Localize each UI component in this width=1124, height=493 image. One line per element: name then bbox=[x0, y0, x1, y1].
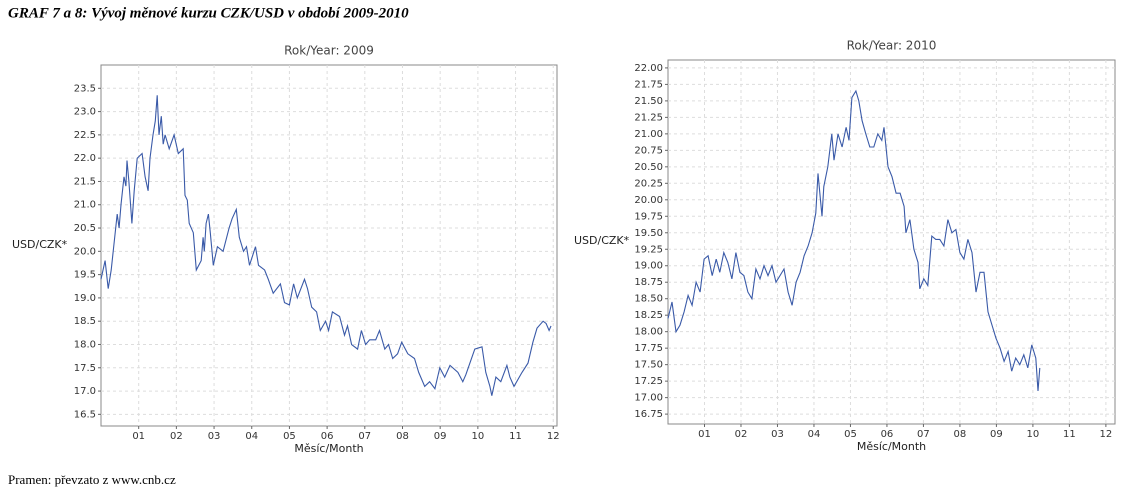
y-tick-label: 19.00 bbox=[634, 261, 663, 272]
y-tick-label: 22.0 bbox=[74, 153, 96, 164]
x-tick-label: 12 bbox=[1100, 429, 1113, 440]
x-tick-label: 09 bbox=[990, 429, 1003, 440]
y-tick-label: 21.25 bbox=[634, 112, 663, 123]
x-tick-label: 06 bbox=[321, 431, 334, 442]
chart-title: Rok/Year: 2009 bbox=[284, 44, 374, 58]
chart-title: Rok/Year: 2010 bbox=[847, 39, 937, 53]
y-tick-label: 17.75 bbox=[634, 343, 663, 354]
y-tick-label: 17.0 bbox=[74, 386, 96, 397]
x-tick-label: 08 bbox=[396, 431, 409, 442]
y-tick-label: 19.25 bbox=[634, 244, 663, 255]
y-tick-label: 17.5 bbox=[74, 363, 96, 374]
plot-area bbox=[667, 59, 1116, 425]
y-tick-label: 18.25 bbox=[634, 310, 663, 321]
x-tick-label: 06 bbox=[881, 429, 894, 440]
y-tick-label: 20.00 bbox=[634, 195, 663, 206]
data-line bbox=[667, 89, 1041, 392]
y-tick-label: 19.5 bbox=[74, 270, 96, 281]
y-tick-label: 16.5 bbox=[74, 409, 96, 420]
x-tick-label: 12 bbox=[547, 431, 560, 442]
y-tick-label: 18.5 bbox=[74, 316, 96, 327]
y-tick-label: 21.50 bbox=[634, 96, 663, 107]
y-tick-label: 22.5 bbox=[74, 130, 96, 141]
y-tick-label: 20.50 bbox=[634, 162, 663, 173]
y-tick-label: 20.5 bbox=[74, 223, 96, 234]
y-tick-label: 20.75 bbox=[634, 145, 663, 156]
y-tick-label: 21.5 bbox=[74, 176, 96, 187]
y-tick-label: 19.0 bbox=[74, 293, 96, 304]
source-note: Pramen: převzato z www.cnb.cz bbox=[8, 472, 176, 487]
y-tick-label: 18.75 bbox=[634, 277, 663, 288]
x-tick-label: 10 bbox=[1027, 429, 1040, 440]
y-tick-label: 21.00 bbox=[634, 129, 663, 140]
y-tick-label: 18.0 bbox=[74, 339, 96, 350]
x-tick-label: 05 bbox=[283, 431, 296, 442]
x-tick-label: 03 bbox=[771, 429, 784, 440]
x-axis-label: Měsíc/Month bbox=[857, 440, 926, 453]
y-tick-label: 22.00 bbox=[634, 63, 663, 74]
y-axis-label: USD/CZK* bbox=[574, 234, 630, 247]
y-tick-label: 23.0 bbox=[74, 107, 96, 118]
y-tick-label: 17.00 bbox=[634, 393, 663, 404]
y-tick-label: 20.0 bbox=[74, 246, 96, 257]
y-tick-label: 16.75 bbox=[634, 409, 663, 420]
x-tick-label: 04 bbox=[245, 431, 258, 442]
x-tick-label: 03 bbox=[208, 431, 221, 442]
x-tick-label: 10 bbox=[471, 431, 484, 442]
y-tick-label: 23.5 bbox=[74, 83, 96, 94]
y-tick-label: 17.50 bbox=[634, 360, 663, 371]
x-tick-label: 11 bbox=[1063, 429, 1076, 440]
x-axis-label: Měsíc/Month bbox=[294, 442, 363, 455]
x-tick-label: 02 bbox=[735, 429, 748, 440]
x-tick-label: 02 bbox=[170, 431, 183, 442]
x-tick-label: 05 bbox=[844, 429, 857, 440]
x-tick-label: 09 bbox=[434, 431, 447, 442]
y-tick-label: 20.25 bbox=[634, 178, 663, 189]
y-tick-label: 18.00 bbox=[634, 327, 663, 338]
y-tick-label: 18.50 bbox=[634, 294, 663, 305]
x-tick-label: 04 bbox=[808, 429, 821, 440]
plot-area bbox=[100, 64, 558, 427]
x-tick-label: 11 bbox=[509, 431, 522, 442]
y-tick-label: 19.50 bbox=[634, 228, 663, 239]
y-tick-label: 19.75 bbox=[634, 211, 663, 222]
x-tick-label: 08 bbox=[954, 429, 967, 440]
y-tick-label: 21.75 bbox=[634, 79, 663, 90]
y-tick-label: 21.0 bbox=[74, 200, 96, 211]
page-title: GRAF 7 a 8: Vývoj měnové kurzu CZK/USD v… bbox=[8, 5, 409, 21]
y-tick-label: 17.25 bbox=[634, 376, 663, 387]
x-tick-label: 07 bbox=[917, 429, 930, 440]
y-axis-label: USD/CZK* bbox=[12, 238, 68, 251]
x-tick-label: 07 bbox=[358, 431, 371, 442]
data-line bbox=[100, 95, 552, 396]
x-tick-label: 01 bbox=[132, 431, 145, 442]
x-tick-label: 01 bbox=[698, 429, 711, 440]
